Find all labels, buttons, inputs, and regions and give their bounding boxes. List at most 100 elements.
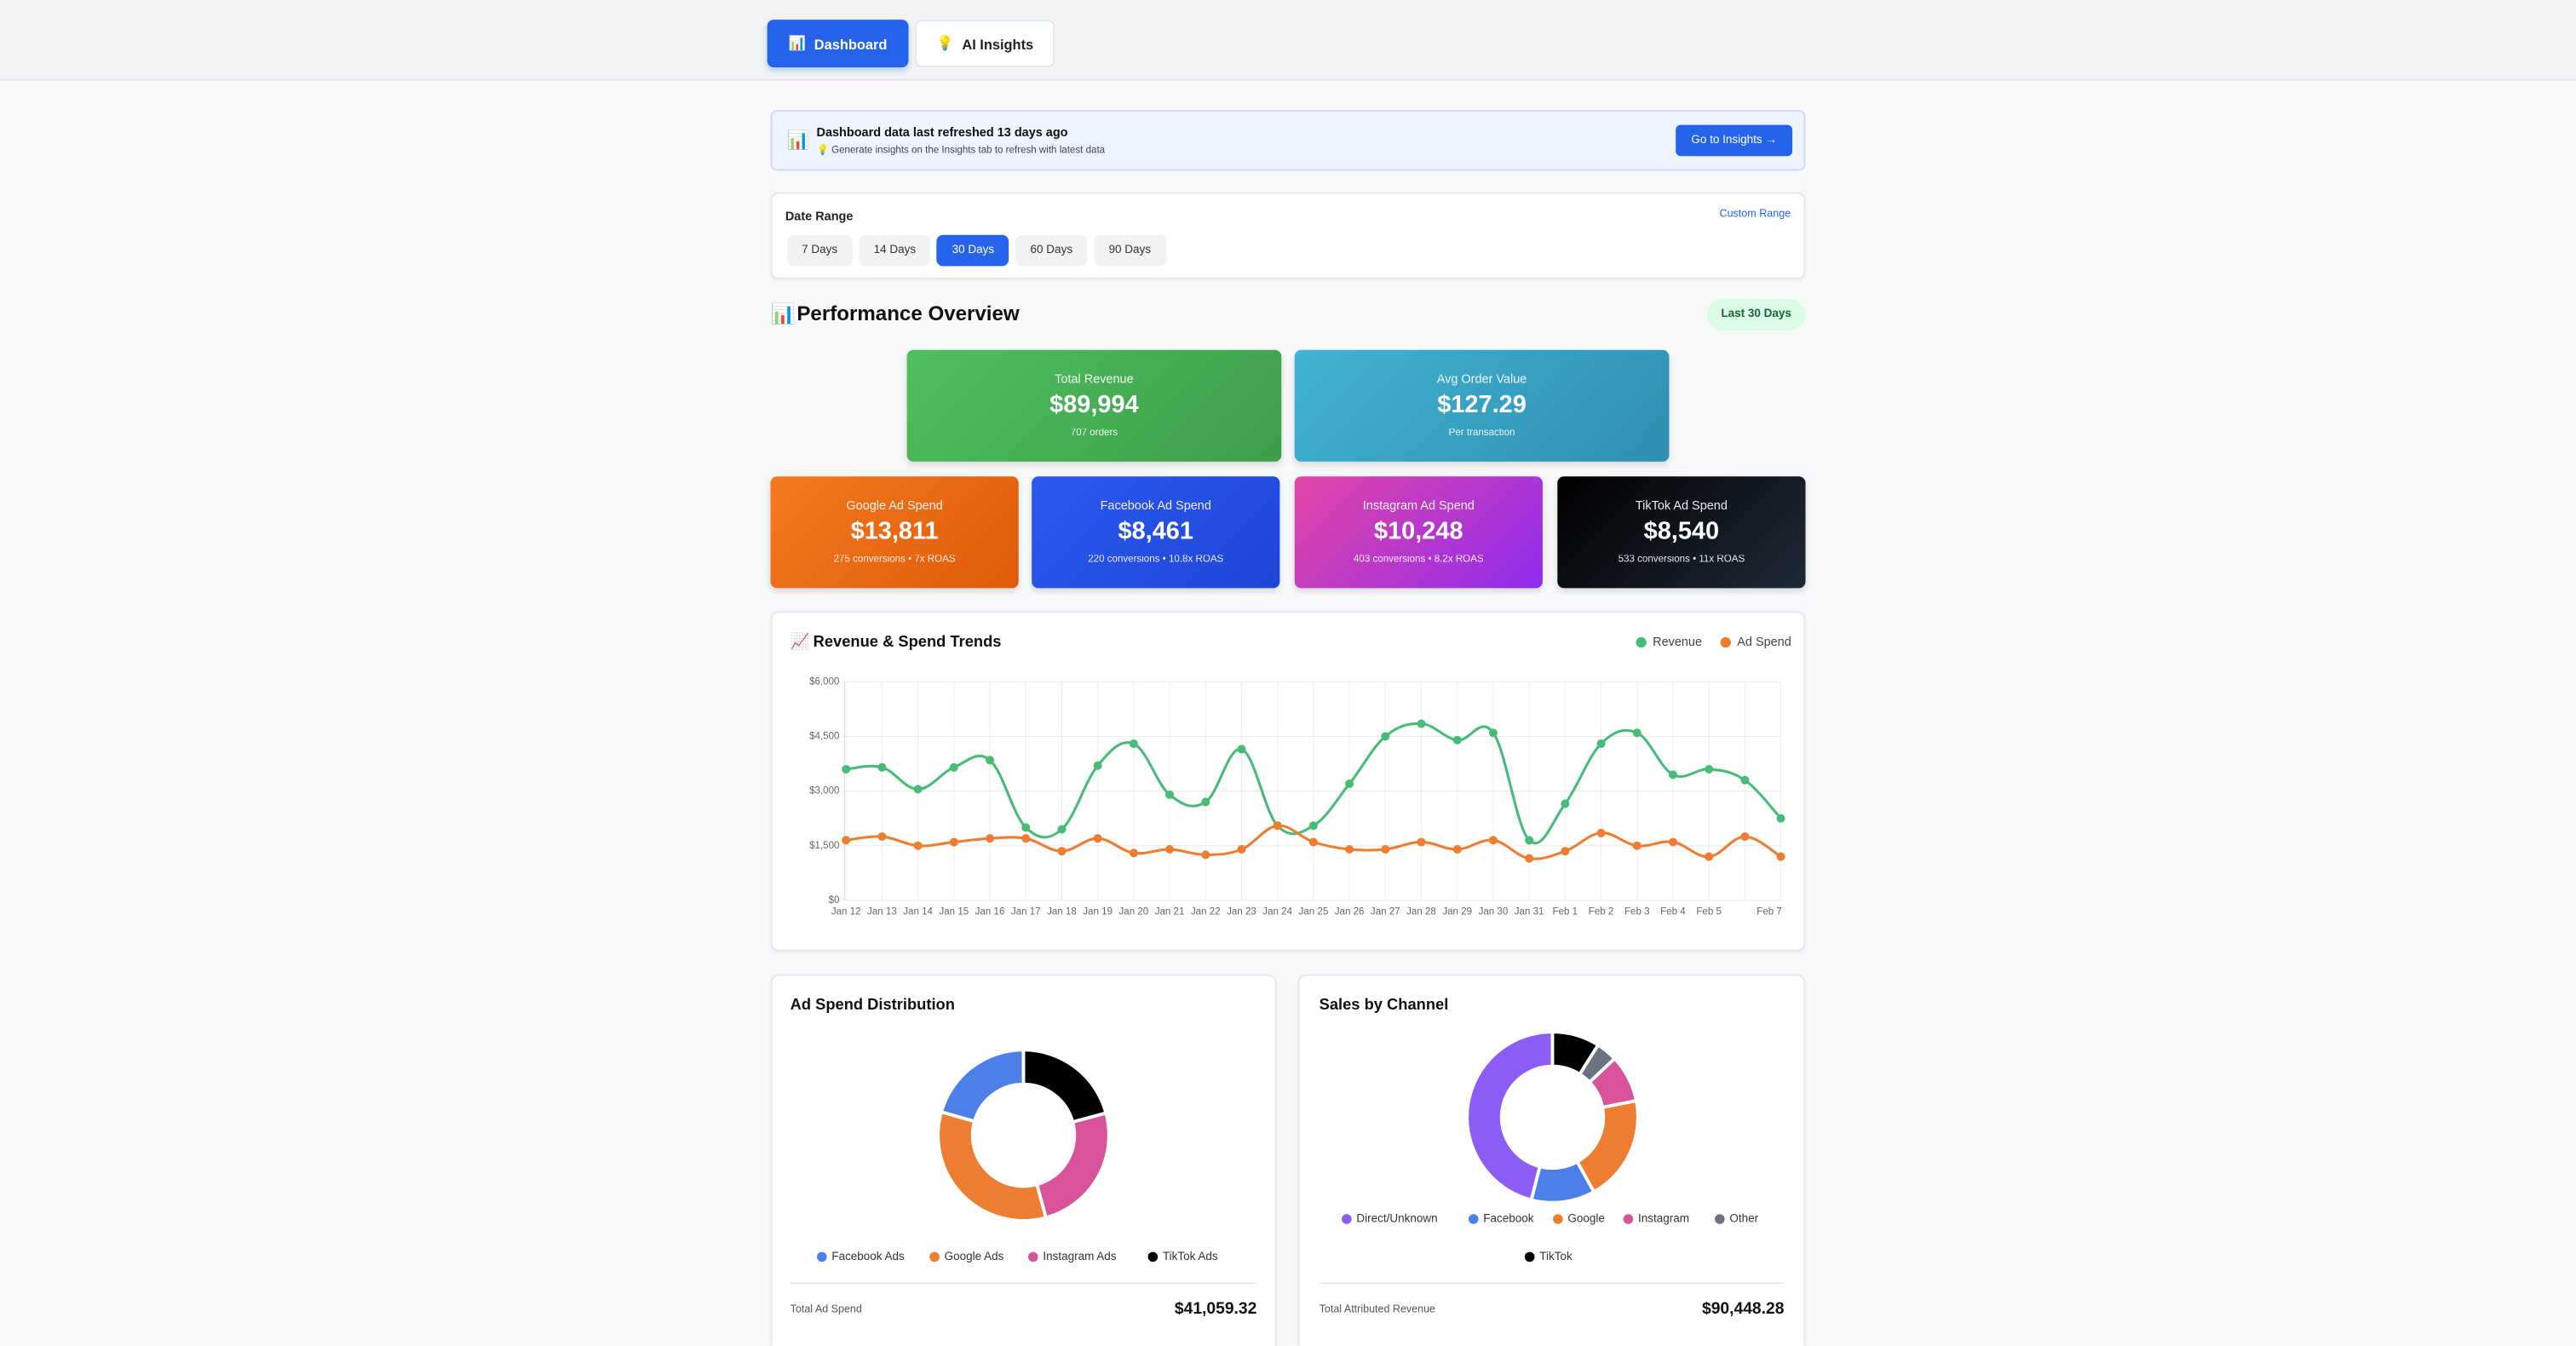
data-point <box>1776 814 1785 823</box>
data-point <box>1561 847 1570 856</box>
x-tick-label: Jan 23 <box>1227 906 1256 917</box>
data-point <box>1740 832 1750 842</box>
legend-label: Instagram Ads <box>1043 1250 1116 1263</box>
data-point <box>1237 844 1246 854</box>
donut-segment <box>1574 1098 1640 1194</box>
legend-label: TikTok Ads <box>1163 1250 1218 1263</box>
data-point <box>877 762 887 772</box>
x-tick-label: Jan 22 <box>1191 906 1221 917</box>
data-point <box>1129 739 1138 749</box>
kpi-value: $89,994 <box>1049 390 1139 419</box>
data-point <box>1165 790 1175 799</box>
range-option[interactable]: 30 Days <box>937 234 1009 267</box>
legend-label: Google Ads <box>945 1250 1004 1263</box>
data-point <box>1165 844 1175 854</box>
data-point <box>1561 799 1570 808</box>
x-tick-label: Feb 7 <box>1757 906 1782 917</box>
data-point <box>1417 837 1426 847</box>
custom-range-link[interactable]: Custom Range <box>1719 208 1791 221</box>
legend-swatch <box>1524 1251 1535 1263</box>
chart-title: Sales by Channel <box>1320 995 1449 1013</box>
data-point <box>986 834 995 843</box>
kpi-note: 275 conversions • 7x ROAS <box>833 555 956 566</box>
legend-label: TikTok <box>1539 1250 1573 1263</box>
banner-subtitle: 💡 Generate insights on the Insights tab … <box>816 146 1106 157</box>
data-point <box>1488 728 1498 738</box>
nav-tab[interactable]: 💡 AI Insights <box>915 20 1055 68</box>
data-point <box>1345 844 1354 854</box>
nav-tab[interactable]: 📊 Dashboard <box>767 20 909 68</box>
range-option[interactable]: 14 Days <box>859 234 931 267</box>
legend-label: Facebook Ads <box>831 1250 905 1263</box>
legend-swatch <box>1342 1214 1352 1224</box>
total-value: $41,059.32 <box>1175 1300 1256 1318</box>
kpi-label: Avg Order Value <box>1436 371 1527 387</box>
x-tick-label: Jan 25 <box>1299 906 1329 917</box>
x-tick-label: Jan 17 <box>1011 906 1041 917</box>
kpi-note: 533 conversions • 11x ROAS <box>1618 555 1745 566</box>
data-point <box>1021 834 1031 843</box>
legend-swatch <box>1027 1251 1038 1263</box>
data-point <box>1452 844 1462 854</box>
x-tick-label: Jan 31 <box>1515 906 1544 917</box>
x-tick-label: Jan 14 <box>903 906 933 917</box>
refresh-banner: 📊 Dashboard data last refreshed 13 days … <box>770 110 1806 171</box>
data-point <box>1308 837 1318 847</box>
date-range-label: Date Range <box>785 208 854 224</box>
x-tick-label: Jan 27 <box>1371 906 1400 917</box>
legend-swatch <box>1715 1214 1725 1224</box>
kpi-label: Total Revenue <box>1055 371 1134 387</box>
x-tick-label: Jan 28 <box>1406 906 1436 917</box>
x-tick-label: Jan 16 <box>975 906 1005 917</box>
range-option[interactable]: 60 Days <box>1015 234 1088 267</box>
legend-swatch <box>1553 1214 1563 1224</box>
data-point <box>1525 836 1534 845</box>
donut-segment <box>1465 1030 1555 1202</box>
legend-label: Instagram <box>1638 1212 1689 1225</box>
data-point <box>1057 847 1067 856</box>
total-value: $90,448.28 <box>1702 1300 1785 1318</box>
legend-swatch <box>1636 636 1647 648</box>
data-point <box>1021 823 1031 832</box>
x-tick-label: Feb 4 <box>1660 906 1686 917</box>
tab-bar: 📊 Dashboard 💡 AI Insights <box>767 20 1055 68</box>
kpi-card: Total Revenue $89,994 707 orders <box>906 349 1282 462</box>
data-point <box>1525 854 1534 863</box>
x-tick-label: Feb 2 <box>1589 906 1614 917</box>
kpi-value: $10,248 <box>1374 517 1463 546</box>
kpi-value: $8,461 <box>1118 517 1193 546</box>
go-insights-button[interactable]: Go to Insights → <box>1676 124 1793 157</box>
data-point <box>913 785 923 794</box>
data-point <box>1093 761 1102 770</box>
x-tick-label: Jan 12 <box>831 906 861 917</box>
kpi-card: Google Ad Spend $13,811 275 conversions • … <box>770 476 1019 589</box>
kpi-label: TikTok Ad Spend <box>1635 498 1728 513</box>
x-tick-label: Jan 21 <box>1155 906 1185 917</box>
data-point <box>1740 775 1750 785</box>
data-point <box>877 832 887 842</box>
x-tick-label: Feb 1 <box>1553 906 1578 917</box>
banner-title: Dashboard data last refreshed 13 days ag… <box>816 124 1068 140</box>
range-option[interactable]: 7 Days <box>786 234 853 267</box>
y-tick-label: $1,500 <box>809 841 839 851</box>
kpi-card: Facebook Ad Spend $8,461 220 conversions •… <box>1032 476 1280 589</box>
range-option[interactable]: 90 Days <box>1094 234 1166 267</box>
data-point <box>1668 770 1677 779</box>
legend-swatch <box>1147 1251 1159 1263</box>
trends-card <box>770 611 1806 952</box>
legend-label: Ad Spend <box>1737 636 1791 649</box>
x-tick-label: Feb 3 <box>1624 906 1650 917</box>
kpi-value: $13,811 <box>850 517 939 546</box>
legend-swatch <box>1468 1214 1479 1224</box>
legend-label: Other <box>1729 1212 1758 1225</box>
x-tick-label: Jan 19 <box>1083 906 1113 917</box>
kpi-note: 220 conversions • 10.8x ROAS <box>1088 555 1224 566</box>
top-nav: 📊 Dashboard 💡 AI Insights <box>0 0 2576 81</box>
kpi-label: Instagram Ad Spend <box>1362 498 1475 513</box>
kpi-note: 403 conversions • 8.2x ROAS <box>1353 555 1484 566</box>
y-tick-label: $4,500 <box>809 732 839 742</box>
kpi-label: Google Ad Spend <box>846 498 943 513</box>
tab-label: Dashboard <box>814 35 888 52</box>
legend-label: Facebook <box>1483 1212 1533 1225</box>
